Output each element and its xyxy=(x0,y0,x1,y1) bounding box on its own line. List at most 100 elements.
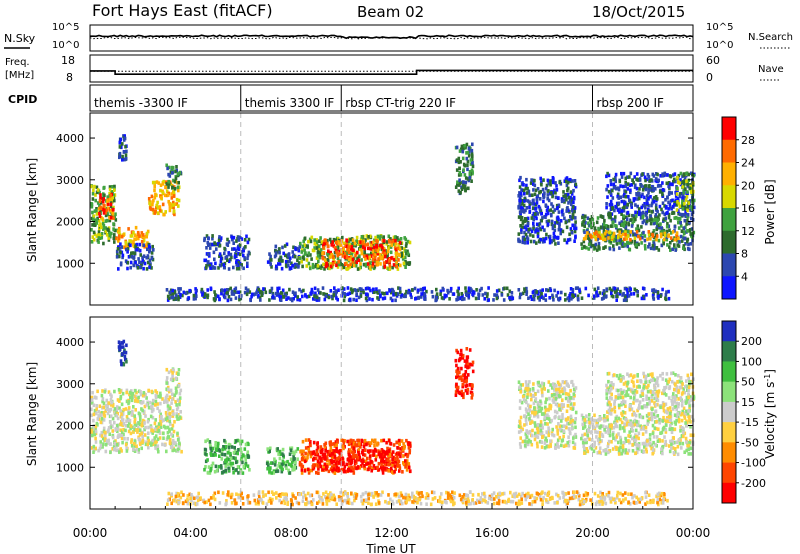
power-cell xyxy=(527,296,530,300)
velocity-cell xyxy=(130,412,134,417)
power-cell xyxy=(543,191,546,195)
power-cell xyxy=(378,256,382,261)
velocity-cell xyxy=(143,433,147,437)
velocity-cell xyxy=(232,450,236,455)
power-cell xyxy=(487,298,490,302)
power-cell xyxy=(583,224,586,228)
power-cell xyxy=(235,262,238,267)
power-cell xyxy=(503,286,506,291)
power-cell xyxy=(145,244,149,248)
power-cell xyxy=(664,293,668,297)
velocity-cell xyxy=(175,407,179,412)
power-cell xyxy=(657,238,661,243)
velocity-cell xyxy=(229,451,232,456)
velocity-cell xyxy=(115,406,119,411)
power-cell xyxy=(322,242,326,246)
power-cell xyxy=(533,212,537,216)
power-cell xyxy=(388,267,392,271)
power-cell xyxy=(137,248,140,252)
power-cell xyxy=(582,239,586,244)
velocity-cell xyxy=(133,422,137,426)
power-cell xyxy=(400,253,404,258)
power-cell xyxy=(401,254,405,259)
power-cell xyxy=(615,298,618,302)
power-cell xyxy=(502,298,506,302)
power-cell xyxy=(376,246,380,251)
velocity-cell xyxy=(347,467,351,471)
velocity-cell xyxy=(140,446,143,451)
power-cell xyxy=(397,238,401,242)
power-cell xyxy=(91,191,95,196)
power-cell xyxy=(413,286,417,291)
power-cell xyxy=(353,288,356,292)
power-cell xyxy=(628,247,632,252)
freq-right-tick-top: 60 xyxy=(706,54,720,67)
velocity-cell xyxy=(570,422,574,427)
velocity-cell xyxy=(131,391,135,396)
velocity-cell xyxy=(156,406,159,411)
velocity-cell xyxy=(316,452,320,457)
power-cell xyxy=(205,234,209,238)
power-cell xyxy=(546,189,550,193)
power-cell xyxy=(378,289,381,293)
power-cell xyxy=(242,266,245,271)
velocity-cell xyxy=(165,381,168,385)
power-cell xyxy=(485,294,489,299)
power-cell xyxy=(566,180,570,185)
power-cell xyxy=(627,221,630,225)
power-cell xyxy=(568,237,572,242)
power-cell xyxy=(654,187,657,191)
power-cell xyxy=(156,200,159,205)
power-cell xyxy=(310,235,314,240)
power-cell xyxy=(674,194,678,198)
power-cell xyxy=(352,263,356,268)
power-cell xyxy=(364,296,368,301)
velocity-cell xyxy=(150,443,153,447)
power-cell xyxy=(124,157,128,161)
power-cell xyxy=(570,208,574,212)
power-cell xyxy=(464,290,468,294)
velocity-cell xyxy=(120,402,124,407)
power-cell xyxy=(656,184,660,188)
power-cell xyxy=(170,192,173,196)
power-cell xyxy=(666,243,669,247)
power-cell xyxy=(632,216,636,221)
power-cell xyxy=(555,184,558,188)
velocity-cell xyxy=(159,412,162,417)
velocity-cell xyxy=(268,449,271,454)
velocity-cell xyxy=(233,456,237,461)
power-cell xyxy=(611,188,614,193)
power-cell xyxy=(551,204,555,209)
velocity-cell xyxy=(169,388,173,393)
velocity-cell xyxy=(139,415,142,419)
velocity-cell xyxy=(178,402,181,407)
power-cell xyxy=(301,244,304,249)
power-cell xyxy=(682,226,686,230)
power-cell xyxy=(623,193,626,197)
power-cell xyxy=(329,264,333,269)
power-cell xyxy=(522,203,526,208)
power-cell xyxy=(626,291,629,295)
power-cell xyxy=(276,289,279,294)
power-cell xyxy=(606,195,609,199)
power-cell xyxy=(573,226,576,231)
power-cell xyxy=(525,292,528,296)
power-cell xyxy=(589,224,593,228)
power-cell xyxy=(218,243,222,248)
power-cell xyxy=(192,297,196,301)
velocity-cell xyxy=(405,438,408,443)
power-cell xyxy=(219,259,223,264)
freq-right-tick-bottom: 0 xyxy=(706,71,713,84)
velocity-cell xyxy=(118,399,121,403)
velocity-cell xyxy=(210,464,214,468)
power-cell xyxy=(167,185,170,189)
velocity-cell xyxy=(386,460,390,464)
power-cell xyxy=(303,236,307,241)
power-cell xyxy=(587,247,591,251)
power-cell xyxy=(608,211,611,216)
velocity-cell xyxy=(123,436,126,441)
power-cell xyxy=(292,245,295,250)
power-cell xyxy=(406,239,410,244)
power-cell xyxy=(683,236,687,241)
power-cell xyxy=(419,295,423,299)
